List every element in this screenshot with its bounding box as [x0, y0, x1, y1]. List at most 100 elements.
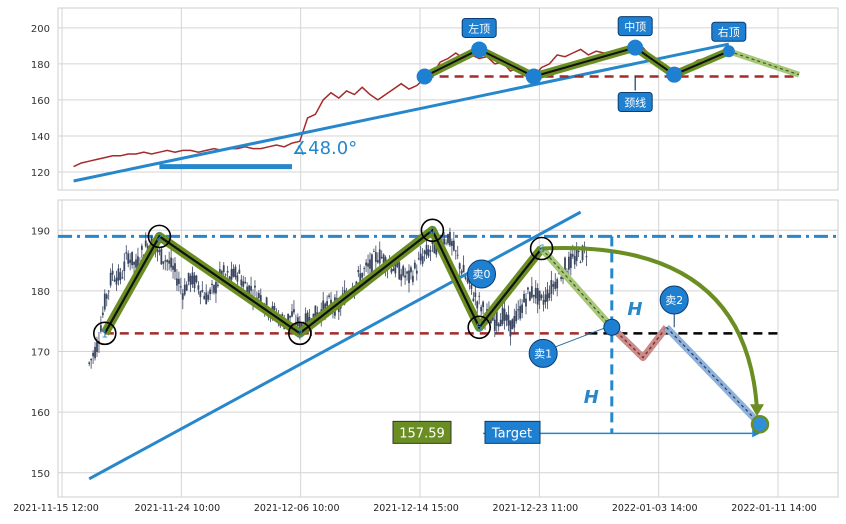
- candle-body: [222, 265, 225, 273]
- bottom-ytick-label: 160: [31, 408, 50, 419]
- candle-body: [179, 286, 182, 288]
- candle-body: [193, 275, 196, 289]
- right-top-label-box: [711, 21, 747, 42]
- candle-body: [417, 258, 420, 260]
- top-ytick-label: 160: [31, 96, 50, 107]
- candle-body: [530, 286, 533, 298]
- candle-body: [96, 342, 98, 353]
- candle-body: [201, 289, 204, 292]
- wave-line: [103, 228, 543, 335]
- angle-label: ∡48.0°: [292, 138, 357, 159]
- xtick-label: 2021-12-23 11:00: [493, 503, 579, 514]
- candle-body: [443, 238, 445, 245]
- bottom-ytick-label: 170: [31, 348, 50, 359]
- candle-body: [199, 291, 202, 298]
- candle-body: [281, 314, 284, 316]
- projection-band-1: [538, 246, 615, 330]
- candle-body: [217, 284, 219, 287]
- candle-body: [552, 284, 555, 287]
- candle-body: [548, 293, 551, 298]
- mid-top-label-box: [617, 16, 653, 37]
- candle-body: [427, 249, 430, 257]
- candle-body: [291, 311, 293, 317]
- sell0-marker: [467, 259, 497, 289]
- target-box: [484, 420, 541, 444]
- candle-body: [166, 260, 169, 263]
- candle-body: [452, 240, 455, 251]
- candle-body: [160, 248, 163, 265]
- target-point: [750, 415, 770, 434]
- xtick-label: 2022-01-11 14:00: [731, 503, 817, 514]
- candle-body: [213, 285, 215, 293]
- candle-body: [273, 306, 276, 311]
- candle-body: [176, 278, 178, 286]
- pattern-point: [722, 45, 735, 58]
- candle-body: [295, 323, 297, 326]
- bottom-ytick-label: 150: [31, 469, 50, 480]
- wave-point-label: 2: [156, 230, 163, 243]
- candle-body: [187, 272, 190, 282]
- candle-body: [575, 248, 578, 261]
- candle-body: [326, 301, 328, 306]
- candle-body: [127, 253, 130, 264]
- candle-body: [162, 261, 165, 264]
- candle-body: [203, 295, 206, 300]
- candle-body: [499, 319, 502, 327]
- candle-body: [540, 295, 543, 299]
- candle-body: [88, 362, 91, 364]
- wave-point-label: 6: [538, 242, 545, 255]
- candle-body: [380, 256, 383, 259]
- candle-body: [408, 270, 410, 284]
- candle-body: [378, 249, 381, 264]
- top-ytick-label: 120: [31, 168, 50, 179]
- candle-body: [181, 293, 184, 300]
- candle-body: [376, 260, 379, 263]
- candle-body: [236, 275, 239, 282]
- candle-body: [392, 268, 395, 272]
- candle-body: [554, 281, 557, 289]
- sell-point-1: [603, 318, 621, 336]
- candle-body: [230, 269, 233, 280]
- pattern-point: [666, 66, 683, 83]
- candle-body: [359, 273, 362, 283]
- candle-body: [113, 279, 116, 282]
- candle-body: [195, 275, 198, 283]
- candle-body: [232, 268, 235, 277]
- candle-body: [369, 259, 371, 269]
- candle-body: [137, 256, 139, 270]
- candle-body: [536, 288, 539, 305]
- candle-body: [560, 277, 562, 279]
- candle-body: [131, 251, 133, 266]
- candle-body: [287, 313, 289, 322]
- candle-body: [94, 346, 96, 359]
- bottom-ytick-label: 190: [31, 226, 50, 237]
- candle-body: [398, 262, 401, 280]
- candle-body: [189, 275, 192, 285]
- wave-point-circle: [93, 321, 117, 346]
- left-top-label-box: [461, 17, 497, 38]
- candle-body: [445, 242, 447, 244]
- candle-body: [178, 278, 180, 284]
- candle-body: [125, 252, 128, 254]
- top-panel-frame: [57, 7, 839, 191]
- candle-body: [257, 292, 260, 298]
- candle-body: [248, 285, 250, 296]
- candle-body: [415, 270, 418, 274]
- pattern-point: [525, 68, 542, 85]
- wave-point-label: 5: [476, 321, 483, 334]
- wave-point-circle: [467, 315, 492, 340]
- candle-body: [480, 306, 483, 312]
- candle-body: [207, 294, 210, 300]
- candle-body: [330, 299, 332, 308]
- wave-point-circle: [529, 236, 554, 261]
- candle-body: [250, 286, 252, 291]
- pattern-line: [424, 46, 730, 78]
- candle-body: [373, 251, 375, 253]
- bottom-panel-frame: [57, 199, 839, 498]
- candle-body: [226, 270, 229, 273]
- bottom-ytick-label: 180: [31, 287, 50, 298]
- candle-body: [550, 279, 553, 294]
- candle-body: [474, 292, 477, 298]
- candle-body: [509, 320, 512, 337]
